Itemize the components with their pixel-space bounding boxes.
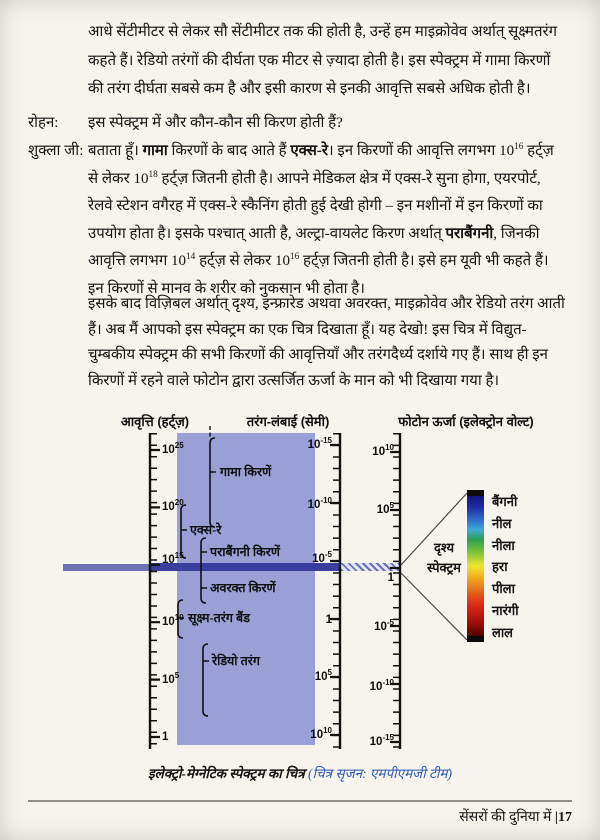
wavelength-tick-label: 10-15 [307, 436, 332, 451]
visible-spectrum-color-bar [467, 490, 484, 642]
color-bar-top-cap [467, 490, 484, 496]
color-label-indigo: नील [492, 516, 512, 531]
shukla-dialog: बताता हूँ। गामा किरणों के बाद आते हैं एक… [88, 138, 574, 303]
text-line: आधे सेंटीमीटर से लेकर सौ सेंटीमीटर तक की… [88, 24, 558, 40]
spectrum-panel [177, 433, 315, 745]
band-label-uv: पराबैंगनी किरणें [210, 545, 280, 559]
color-label-violet: बैंगनी [492, 494, 518, 509]
frequency-axis-header: आवृत्ति (हर्ट्ज़) [120, 414, 190, 429]
band-label-gamma: गामा किरणें [220, 465, 272, 479]
color-label-yellow: पीला [492, 581, 515, 596]
energy-tick-label: 1 [387, 572, 394, 584]
band-label-radio: रेडियो तरंग [212, 654, 260, 668]
caption-credit: (चित्र सृजन: एमपीएमजी टीम) [308, 766, 452, 781]
frequency-tick-label: 105 [162, 671, 180, 686]
frequency-tick-label: 1020 [162, 498, 184, 513]
wavelength-tick-label: 10-10 [307, 496, 332, 511]
text-line: हैं। अब मैं आपको इस स्पेक्ट्रम का एक चित… [88, 321, 527, 338]
color-label-green: हरा [492, 559, 508, 574]
frequency-tick-label: 1015 [162, 551, 184, 566]
text-line: की तरंग दीर्घता सबसे कम है और इसी कारण स… [88, 81, 531, 97]
color-bar-gradient [467, 496, 484, 636]
shukla-paragraph-2: इसके बाद विज़िबल अर्थात् दृश्य, इन्फ्रार… [88, 292, 574, 394]
text-line: उपयोग होता है। इसके पश्चात् आती है, अल्ट… [88, 225, 540, 242]
frequency-tick-label: 1 [162, 731, 169, 743]
visible-band [150, 563, 340, 571]
band-label-infrared: अवरक्त किरणें [210, 581, 276, 595]
figure-caption: इलेक्ट्रो-मेग्नेटिक स्पेक्ट्रम का चित्र … [0, 764, 600, 782]
wavelength-tick-label: 1 [325, 614, 332, 626]
rohan-dialog: इस स्पेक्ट्रम में और कौन-कौन सी किरण होत… [88, 110, 574, 137]
text-line: इस स्पेक्ट्रम में और कौन-कौन सी किरण होत… [88, 115, 343, 131]
footer: सेंसरों की दुनिया में |17 [459, 807, 572, 826]
frequency-tick-label: 1010 [162, 613, 184, 628]
footer-page-number: |17 [554, 810, 572, 825]
text-line: कहते हैं। रेडियो तरंगों की दीर्घता एक मी… [88, 52, 551, 69]
text-line: किरणों में रहने वाले फोटोन द्वारा उत्सर्… [88, 372, 500, 389]
axes-graphic [148, 426, 468, 749]
band-label-microwave: सूक्ष्म-तरंग बैंड [188, 611, 250, 625]
energy-tick-label: 105 [376, 501, 394, 516]
color-label-red: लाल [492, 625, 513, 640]
text-line: आवृत्ति लगभग 1014 हर्ट्ज़ से लेकर 1016 ह… [88, 252, 549, 269]
energy-tick-label: 10-10 [369, 678, 394, 693]
text-line: इन किरणों से मानव के शरीर को नुकसान भी ह… [88, 280, 365, 297]
visible-spectrum-label: दृश्य स्पेक्ट्रम [427, 540, 461, 575]
band-label-xray: एक्स-रे [190, 523, 222, 537]
frequency-tick-label: 1025 [162, 441, 184, 456]
visible-band-hatched-segment [341, 563, 400, 571]
text-line: चुम्बकीय स्पेक्ट्रम की सभी किरणों की आवृ… [88, 347, 548, 363]
text-line: बताता हूँ। गामा किरणों के बाद आते हैं एक… [88, 142, 554, 159]
color-label-orange: नारंगी [492, 603, 519, 618]
text-line: से लेकर 1018 हर्ट्ज़ जितनी होती है। आपने… [88, 169, 541, 187]
energy-tick-label: 10-5 [374, 618, 394, 633]
text-line: रेलवे स्टेशन वगैरह में एक्स-रे स्कैनिंग … [88, 198, 543, 214]
energy-tick-label: 10-15 [369, 733, 394, 748]
speaker-rohan: रोहन: [28, 115, 59, 131]
color-bar-bottom-cap [467, 636, 484, 642]
wavelength-tick-label: 1010 [310, 726, 332, 741]
energy-tick-label: 1010 [372, 443, 394, 458]
em-spectrum-diagram: आवृत्ति (हर्ट्ज़) तरंग-लंबाई (सेमी) फोटो… [0, 404, 600, 760]
text-line: इसके बाद विज़िबल अर्थात् दृश्य, इन्फ्रार… [88, 296, 565, 312]
speaker-shukla: शुक्ला जी: [28, 143, 84, 159]
wavelength-axis-header: तरंग-लंबाई (सेमी) [246, 414, 330, 429]
wavelength-tick-label: 10-5 [312, 550, 332, 565]
caption-title: इलेक्ट्रो-मेग्नेटिक स्पेक्ट्रम का चित्र [148, 766, 309, 781]
visible-band-left-segment [63, 564, 150, 571]
photon-energy-axis-header: फोटोन ऊर्जा (इलेक्ट्रोन वोल्ट) [398, 414, 534, 429]
footer-book-title: सेंसरों की दुनिया में [459, 810, 555, 825]
wavelength-tick-label: 105 [314, 668, 332, 683]
footer-rule [28, 800, 572, 802]
intro-paragraph: आधे सेंटीमीटर से लेकर सौ सेंटीमीटर तक की… [88, 18, 574, 104]
color-label-blue: नीला [492, 538, 515, 553]
